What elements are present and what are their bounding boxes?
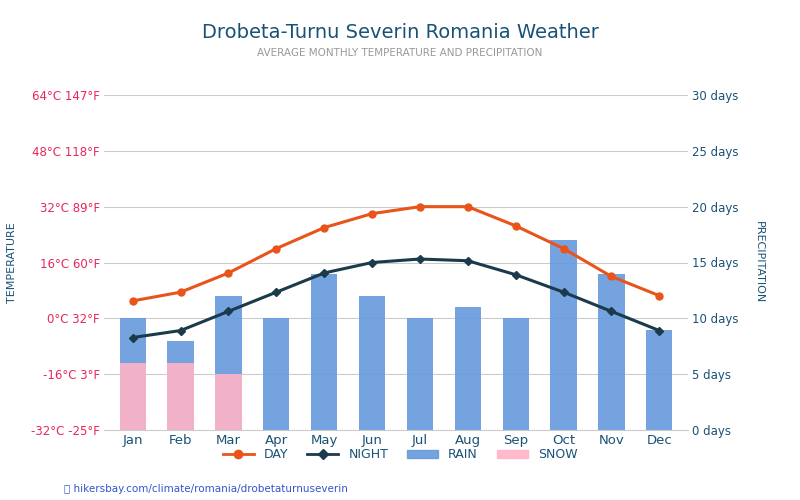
Bar [215, 374, 242, 430]
Text: Drobeta-Turnu Severin Romania Weather: Drobeta-Turnu Severin Romania Weather [202, 22, 598, 42]
Bar [263, 318, 290, 430]
Bar [454, 307, 481, 430]
Text: ⦿ hikersbay.com/climate/romania/drobetaturnuseverin: ⦿ hikersbay.com/climate/romania/drobetat… [64, 484, 348, 494]
Y-axis label: TEMPERATURE: TEMPERATURE [7, 222, 17, 303]
Bar [646, 330, 673, 430]
Text: AVERAGE MONTHLY TEMPERATURE AND PRECIPITATION: AVERAGE MONTHLY TEMPERATURE AND PRECIPIT… [258, 48, 542, 58]
Bar [167, 340, 194, 430]
Bar [598, 274, 625, 430]
Bar [119, 363, 146, 430]
Bar [406, 318, 433, 430]
Bar [502, 318, 529, 430]
Bar [167, 363, 194, 430]
Y-axis label: PRECIPITATION: PRECIPITATION [754, 222, 764, 304]
Legend: DAY, NIGHT, RAIN, SNOW: DAY, NIGHT, RAIN, SNOW [218, 443, 582, 466]
Bar [215, 296, 242, 430]
Bar [119, 318, 146, 430]
Bar [550, 240, 577, 430]
Bar [359, 296, 386, 430]
Bar [311, 274, 338, 430]
